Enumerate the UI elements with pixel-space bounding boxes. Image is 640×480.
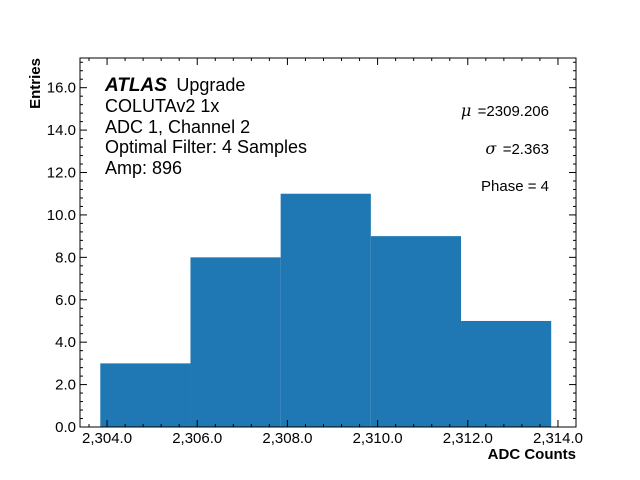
histogram-bar (370, 236, 462, 427)
mu-symbol: μ (461, 101, 471, 120)
annotation-line-2: ADC 1, Channel 2 (105, 117, 250, 137)
y-tick-label: 14.0 (47, 122, 76, 139)
x-tick-label: 2,304.0 (82, 430, 132, 447)
x-tick-label: 2,308.0 (262, 430, 312, 447)
x-ticks: 2,304.0 2,306.0 2,308.0 2,310.0 2,312.0 2,314… (82, 58, 583, 447)
y-axis-title: Entries (27, 58, 44, 109)
x-tick-label: 2,312.0 (443, 430, 493, 447)
y-ticks: 0.0 2.0 4.0 6.0 8.0 10.0 12.0 14.0 16.0 (47, 61, 576, 436)
atlas-label: ATLAS Upgrade (104, 75, 245, 96)
atlas-label-suffix: Upgrade (176, 75, 245, 95)
y-tick-label: 8.0 (55, 249, 76, 266)
histogram-bar (190, 257, 281, 427)
mean-annotation: μ =2309.206 (461, 101, 549, 120)
sigma-value: =2.363 (503, 141, 549, 158)
x-axis-title: ADC Counts (488, 446, 576, 463)
x-tick-label: 2,314.0 (533, 430, 583, 447)
annotation-line-4: Amp: 896 (105, 158, 182, 178)
y-tick-label: 2.0 (55, 377, 76, 394)
x-tick-label: 2,306.0 (172, 430, 222, 447)
sigma-symbol: σ (485, 139, 497, 158)
annotation-line-3: Optimal Filter: 4 Samples (105, 137, 307, 157)
plot-frame (79, 57, 577, 428)
mu-value: =2309.206 (478, 103, 549, 120)
atlas-label-bold: ATLAS (104, 75, 167, 96)
histogram-bar (280, 193, 371, 427)
sigma-annotation: σ =2.363 (485, 139, 549, 158)
y-tick-label: 6.0 (55, 292, 76, 309)
x-tick-label: 2,310.0 (353, 430, 403, 447)
bars-group (100, 193, 552, 427)
y-tick-label: 10.0 (47, 207, 76, 224)
annotation-line-1: COLUTAv2 1x (105, 96, 219, 116)
histogram-bar (100, 363, 191, 427)
y-tick-label: 4.0 (55, 334, 76, 351)
y-tick-label: 16.0 (47, 80, 76, 97)
phase-annotation: Phase = 4 (481, 178, 549, 195)
y-tick-label: 0.0 (55, 419, 76, 436)
y-tick-label: 12.0 (47, 165, 76, 182)
histogram-bar (461, 320, 552, 427)
